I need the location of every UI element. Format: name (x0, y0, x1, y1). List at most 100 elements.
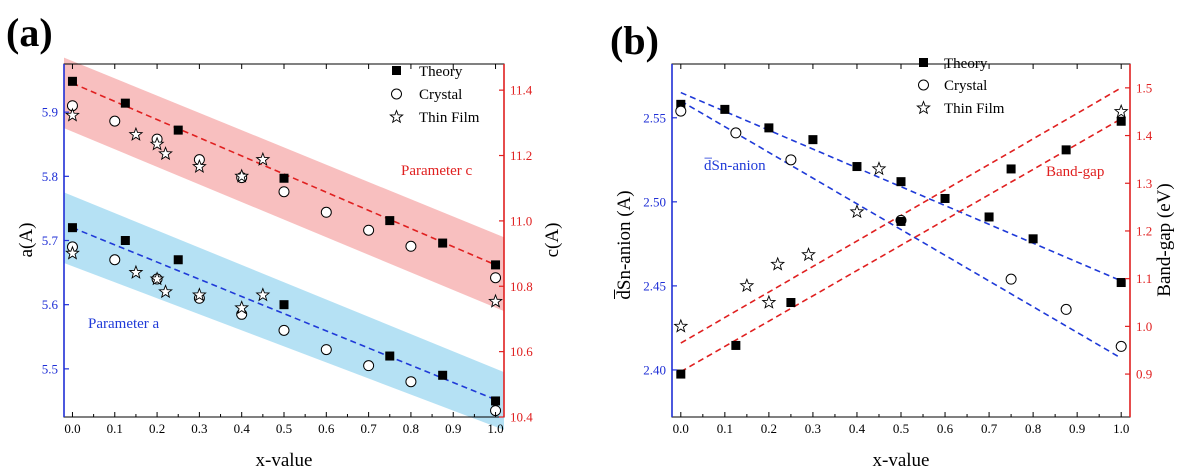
y-left-tick-label: 5.9 (42, 105, 58, 120)
data-point-thin-film (761, 294, 777, 309)
panel-b-label: (b) (610, 18, 659, 63)
y-right-tick-label: 0.9 (1136, 367, 1152, 382)
legend-theory-label: Theory (419, 64, 463, 80)
data-point-thin-film (488, 293, 503, 308)
x-tick-label: 0.0 (673, 421, 689, 436)
y-right-tick-label: 11.2 (510, 148, 532, 163)
data-point-theory (1028, 234, 1038, 244)
data-point-theory (731, 340, 741, 350)
data-point-thin-film (158, 284, 173, 299)
panel-b-points (673, 99, 1129, 379)
data-point-theory (120, 236, 130, 245)
x-tick-label: 0.3 (805, 421, 821, 436)
y-left-tick-label: 5.6 (42, 297, 59, 312)
data-point-crystal (675, 105, 687, 117)
panel-b-right-axis-label: Band-gap (eV) (1154, 183, 1175, 296)
data-point-theory (491, 396, 501, 406)
legend-b-thin-film-marker (916, 100, 931, 115)
data-point-thin-film (149, 271, 165, 286)
panel-a-label: (a) (6, 10, 53, 55)
y-left-tick-label: 2.55 (643, 110, 666, 125)
data-point-thin-film (255, 287, 271, 302)
data-point-thin-film (234, 168, 250, 183)
data-point-crystal (278, 186, 290, 198)
data-point-crystal (320, 344, 332, 356)
data-point-theory (279, 173, 289, 183)
fit-line-blue (680, 91, 1122, 282)
y-left-tick-label: 2.40 (643, 362, 666, 377)
data-point-thin-film (739, 278, 755, 293)
data-point-theory (764, 123, 774, 133)
x-tick-label: 0.5 (893, 421, 909, 436)
y-right-tick-label: 11.4 (510, 83, 533, 98)
x-tick-label: 0.2 (761, 421, 777, 436)
panel-a: (a) 0.0 0.1 0.2 0.3 0.4 0.5 0.6 0.7 0.8 0.9 1.0 5.… (6, 10, 563, 471)
data-point-thin-film (158, 146, 173, 161)
data-point-crystal (363, 224, 375, 236)
x-tick-label: 0.9 (445, 421, 461, 436)
x-tick-label: 0.0 (64, 421, 80, 436)
data-point-theory (1061, 145, 1071, 155)
panel-b-x-axis-label: x-value (873, 450, 930, 471)
data-point-theory (173, 255, 183, 265)
data-point-theory (676, 99, 686, 109)
x-tick-label: 0.6 (318, 421, 335, 436)
panel-a-x-axis-label: x-value (256, 450, 313, 471)
legend-b-crystal-marker (918, 79, 929, 91)
data-point-theory (491, 260, 501, 270)
data-point-crystal (109, 254, 121, 266)
parameter-c-label: Parameter c (401, 163, 473, 179)
data-point-theory (896, 177, 906, 187)
y-right-tick-label: 1.2 (1136, 223, 1152, 238)
fit-line-red (680, 118, 1122, 373)
x-tick-label: 1.0 (487, 421, 503, 436)
legend-b-crystal-label: Crystal (944, 78, 987, 94)
panel-a-bands (64, 57, 504, 430)
legend-b-thin-film-label: Thin Film (944, 101, 1005, 117)
data-point-crystal (405, 376, 417, 388)
x-tick-label: 0.4 (849, 421, 866, 436)
x-tick-label: 0.8 (403, 421, 419, 436)
data-point-theory (438, 238, 448, 248)
x-tick-label: 1.0 (1113, 421, 1129, 436)
x-tick-label: 0.8 (1025, 421, 1041, 436)
y-left-tick-label: 5.7 (42, 233, 59, 248)
data-point-thin-film (770, 256, 786, 271)
data-point-theory (385, 351, 395, 361)
x-tick-label: 0.5 (276, 421, 292, 436)
data-point-thin-film (801, 247, 816, 262)
legend-crystal-label: Crystal (419, 87, 462, 103)
data-point-theory (67, 223, 77, 233)
x-tick-label: 0.1 (717, 421, 733, 436)
panel-b: (b) 0.0 0.1 0.2 0.3 0.4 0.5 0.6 0.7 0.8 0.9 1.0 2.… (610, 18, 1175, 471)
panel-b-fit-lines (680, 87, 1122, 373)
data-point-theory (720, 104, 730, 114)
y-left-tick-label: 5.8 (42, 169, 58, 184)
panel-b-x-ticks: 0.0 0.1 0.2 0.3 0.4 0.5 0.6 0.7 0.8 0.9 1.0 (673, 64, 1129, 436)
data-point-crystal (405, 240, 417, 252)
data-point-thin-film (65, 245, 80, 260)
data-point-theory (1116, 116, 1126, 126)
data-point-thin-film (149, 136, 165, 151)
panel-b-legend: Theory Crystal Thin Film (916, 56, 1005, 117)
data-point-thin-film (191, 158, 207, 173)
x-tick-label: 0.7 (981, 421, 998, 436)
data-point-crystal (1115, 340, 1127, 352)
x-tick-label: 0.4 (234, 421, 251, 436)
panel-a-left-ticks: 5.5 5.6 5.7 5.8 5.9 (42, 105, 69, 376)
data-point-thin-film (673, 318, 689, 333)
x-tick-label: 0.7 (360, 421, 377, 436)
data-point-crystal (363, 360, 375, 372)
data-point-theory (438, 370, 448, 380)
data-point-thin-film (871, 161, 887, 176)
data-point-thin-film (128, 264, 144, 279)
data-point-crystal (278, 324, 290, 336)
y-left-tick-label: 2.45 (643, 278, 666, 293)
data-point-theory (786, 298, 796, 308)
data-point-theory (984, 212, 994, 222)
y-right-tick-label: 11.0 (510, 213, 532, 228)
panel-a-right-axis-label: c(A) (542, 223, 563, 258)
legend-b-theory-marker (919, 58, 928, 67)
parameter-a-band (64, 192, 504, 430)
